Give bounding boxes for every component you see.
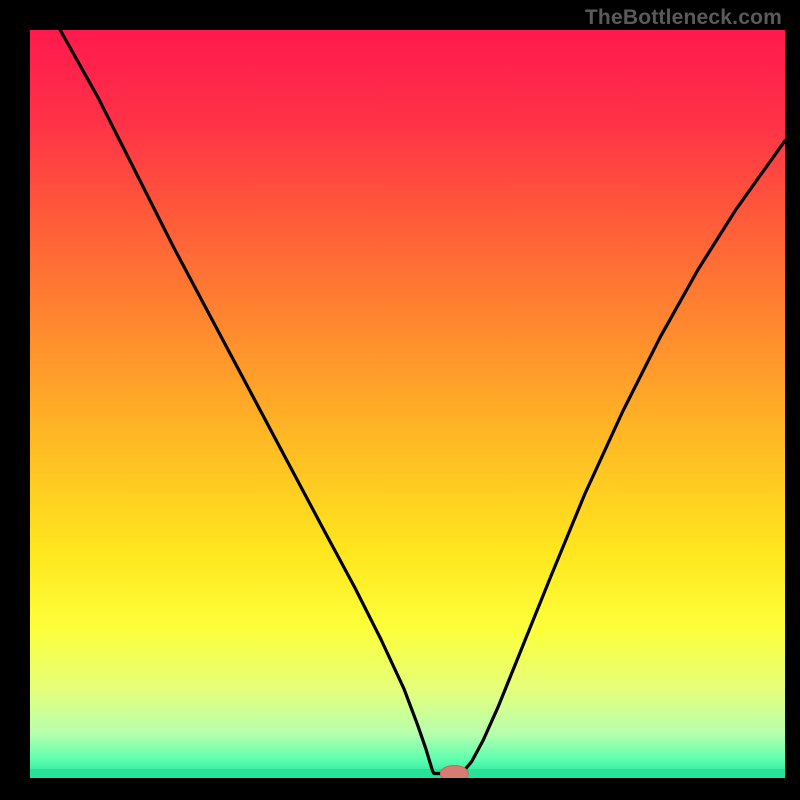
plot-area <box>30 30 785 778</box>
chart-container: TheBottleneck.com <box>0 0 800 800</box>
gradient-background <box>30 30 785 778</box>
curve-plot <box>30 30 785 778</box>
min-marker <box>440 766 468 778</box>
watermark-text: TheBottleneck.com <box>585 6 782 30</box>
bottom-band <box>30 769 785 778</box>
